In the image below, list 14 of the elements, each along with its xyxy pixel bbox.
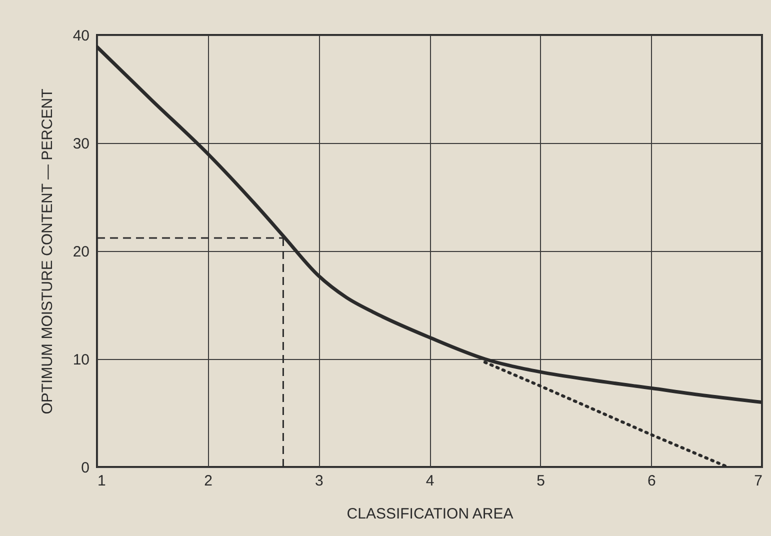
x-tick-label: 6	[647, 472, 656, 490]
x-tick-label: 3	[314, 472, 324, 490]
y-tick-label: 0	[81, 460, 90, 476]
y-tick-label: 40	[72, 28, 90, 44]
x-tick-label: 4	[426, 472, 434, 490]
x-axis-title: CLASSIFICATION AREA	[346, 506, 514, 522]
y-tick-label: 20	[72, 244, 90, 260]
x-tick-label: 2	[204, 472, 213, 490]
y-tick-label: 30	[72, 136, 90, 152]
y-axis-title: OPTIMUM MOISTURE CONTENT — PERCENT	[38, 88, 56, 414]
x-tick-label: 7	[754, 472, 762, 490]
x-tick-label: 5	[536, 472, 546, 490]
y-tick-label: 10	[72, 352, 90, 368]
x-tick-label: 1	[98, 472, 106, 490]
